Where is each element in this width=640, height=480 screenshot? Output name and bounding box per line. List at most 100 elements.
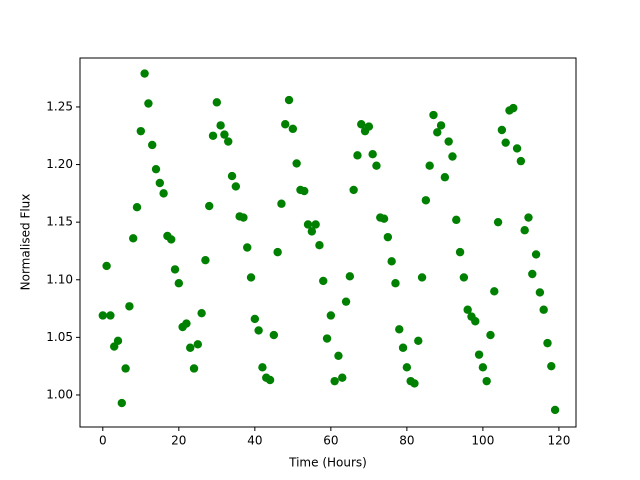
x-tick-label: 20 [171,434,186,448]
point [159,189,168,198]
point [136,126,146,136]
point [531,250,541,259]
y-tick-label: 1.10 [46,272,73,286]
point [319,276,328,286]
point [326,311,336,320]
point [452,215,461,225]
y-axis-label: Normalised Flux [19,194,33,291]
y-tick-label: 1.25 [46,99,73,113]
point [410,379,419,388]
point [315,241,324,250]
point [167,235,176,244]
point [303,220,313,229]
point [140,69,149,78]
point [144,99,153,108]
point [174,279,184,288]
point [528,269,537,279]
point [345,272,355,281]
point [463,305,472,314]
point [372,161,381,170]
point [322,334,332,343]
point [201,255,210,265]
point [212,98,222,107]
point [402,363,412,372]
point [535,288,545,297]
point [512,144,522,153]
point [102,261,111,271]
point [227,171,237,181]
point [182,319,191,328]
point [243,243,252,252]
point [269,330,279,340]
point [383,232,393,242]
point [364,122,374,131]
point [239,213,248,222]
point [379,214,389,223]
point [368,149,377,159]
point [341,297,351,306]
point [543,338,552,348]
point [330,376,339,386]
y-tick-label: 1.00 [46,387,73,401]
point [220,130,229,139]
y-tick-label: 1.15 [46,215,73,229]
point [524,213,533,222]
point [516,156,526,166]
point [258,363,267,372]
point [482,376,491,386]
point [113,336,123,346]
point [357,120,366,129]
point [208,131,218,140]
point [353,151,362,160]
point [129,234,138,243]
x-tick-label: 100 [471,434,494,448]
point [493,217,503,227]
point [231,182,241,191]
point [436,121,446,130]
x-tick-label: 40 [247,434,262,448]
point [433,128,442,137]
point [117,398,127,408]
point [155,178,165,188]
point [448,152,457,161]
point [132,202,142,212]
point [414,336,423,346]
point [398,343,408,352]
point [250,314,260,324]
y-tick-label: 1.20 [46,157,73,171]
point [334,351,343,361]
point [193,340,203,349]
point [429,110,438,120]
point [440,173,450,182]
point [106,311,115,320]
point [520,226,529,235]
point [273,247,282,257]
y-tick-label: 1.05 [46,330,73,344]
point [281,120,290,129]
plot-frame [79,57,577,428]
point [391,279,400,288]
point [197,308,206,318]
point [490,287,499,296]
point [444,137,453,146]
point [486,330,495,340]
point [216,121,225,130]
point [189,364,199,373]
point [254,326,263,335]
point [170,265,180,274]
point [277,199,286,208]
point [349,185,358,195]
point [186,343,195,352]
point [307,227,317,236]
x-tick-label: 60 [323,434,338,448]
x-tick-label: 0 [99,434,107,448]
point [288,124,298,134]
point [417,273,427,282]
point [478,363,488,372]
point [425,161,434,170]
point [148,140,157,150]
point [501,138,510,147]
x-tick-label: 80 [399,434,414,448]
point [265,375,275,385]
